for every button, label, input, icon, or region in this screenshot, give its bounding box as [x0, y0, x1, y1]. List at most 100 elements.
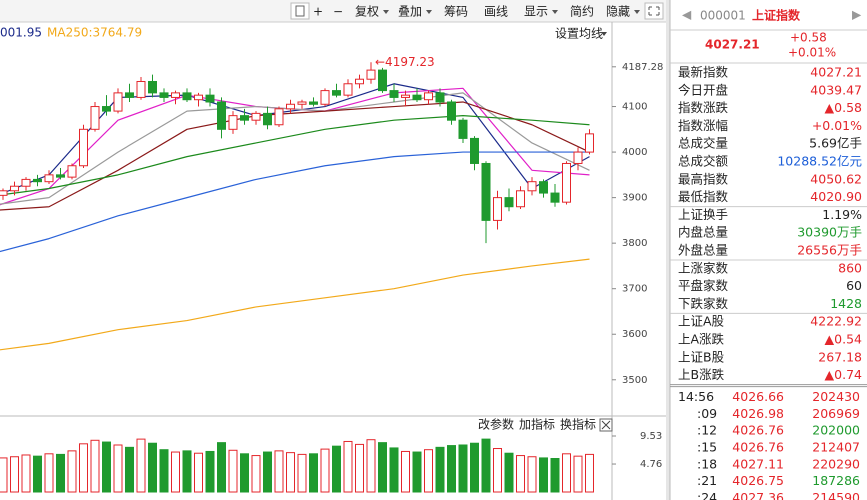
candle-body — [516, 190, 525, 208]
volume-bar — [21, 454, 31, 493]
trade-time: :15 — [697, 440, 717, 455]
volume-bar — [435, 446, 445, 493]
price-chart — [0, 62, 594, 351]
stat-label: 下跌家数 — [678, 296, 729, 311]
stat-value: 4050.62 — [810, 171, 862, 186]
stat-label: 指数涨跌 — [678, 100, 729, 115]
toolbar-button[interactable]: 显示 — [524, 5, 548, 19]
toolbar — [0, 0, 666, 22]
ma-settings[interactable]: 设置均线 — [555, 27, 603, 41]
volume-bar — [527, 456, 537, 493]
trade-price: 4026.76 — [732, 440, 784, 455]
stat-value: 4039.47 — [810, 82, 862, 97]
prev-arrow[interactable]: ◀ — [682, 8, 692, 22]
candle-body — [79, 128, 88, 167]
price: 4027.21 — [705, 38, 760, 52]
candle-body — [251, 112, 261, 121]
candle-body — [33, 178, 42, 183]
ma-line — [0, 258, 590, 351]
volume-bar — [504, 452, 514, 493]
dropdown-arrow — [552, 10, 558, 14]
candle-body — [585, 133, 594, 153]
stock-code: 000001 — [700, 9, 746, 23]
candle-body — [412, 94, 422, 101]
toolbar-button[interactable]: − — [333, 5, 343, 19]
volume-bar — [297, 453, 307, 493]
candle-body — [562, 162, 571, 203]
change: +0.58 — [790, 31, 827, 45]
volume-bar — [205, 450, 215, 493]
volume-bar — [10, 456, 19, 493]
trade-volume: 202000 — [812, 423, 860, 438]
candle-body — [343, 83, 353, 96]
trade-price: 4027.36 — [732, 490, 784, 500]
stat-value: 60 — [846, 278, 862, 293]
stat-label: 上涨家数 — [678, 260, 729, 275]
candle-body — [102, 106, 111, 112]
candle-body — [228, 115, 238, 130]
candle-body — [550, 192, 560, 203]
toolbar-button[interactable]: 复权 — [355, 5, 379, 19]
y-tick-label: 3600 — [622, 329, 647, 340]
next-arrow[interactable]: ▶ — [852, 8, 862, 22]
stat-label: 上证A股 — [678, 314, 725, 329]
candle-body — [159, 92, 169, 98]
volume-bar — [389, 447, 399, 493]
candle-body — [481, 162, 491, 221]
candle-body — [504, 197, 514, 208]
toolbar-button[interactable]: 叠加 — [398, 5, 422, 19]
toolbar-button[interactable]: 简约 — [570, 4, 594, 19]
candle-body — [0, 190, 8, 196]
indicator-button[interactable]: 加指标 — [519, 417, 555, 432]
candle-body — [309, 101, 318, 105]
volume-bar — [159, 449, 169, 493]
candle-body — [493, 197, 502, 221]
trade-volume: 212407 — [812, 440, 860, 455]
ma-line — [0, 151, 590, 253]
trade-price: 4026.75 — [732, 473, 784, 488]
candle-body — [148, 80, 157, 94]
stat-value: ▲0.58 — [825, 100, 862, 115]
close-icon — [601, 420, 611, 430]
fullscreen-button[interactable] — [644, 2, 664, 20]
splitter[interactable] — [666, 0, 670, 500]
volume-bar — [573, 455, 583, 493]
stat-label: 上B涨跌 — [678, 367, 725, 382]
volume-bar — [343, 440, 353, 493]
indicator-button[interactable]: 换指标 — [560, 417, 596, 432]
candle-body — [171, 92, 180, 98]
volume-bar — [56, 453, 65, 493]
candle-body — [194, 94, 203, 101]
candle-body — [263, 112, 272, 126]
volume-bar — [585, 453, 594, 493]
candle-body — [389, 90, 399, 98]
toolbar-button[interactable]: 筹码 — [444, 5, 468, 19]
toolbar-button[interactable]: 隐藏 — [606, 5, 630, 19]
indicator-button[interactable]: 改参数 — [478, 417, 514, 432]
volume-bar — [470, 442, 479, 493]
y-tick-label: 3500 — [622, 375, 647, 386]
dropdown-arrow — [383, 10, 389, 14]
trade-price: 4026.76 — [732, 423, 784, 438]
stat-value: ▲0.74 — [825, 367, 862, 382]
volume-bar — [148, 442, 157, 493]
candle-body — [90, 106, 100, 130]
toolbar-button[interactable]: + — [313, 5, 323, 19]
candle-body — [332, 90, 341, 96]
candle-body — [10, 185, 19, 192]
volume-bar — [516, 455, 525, 493]
icon-button[interactable] — [290, 2, 310, 20]
volume-bar — [67, 450, 77, 493]
toolbar-button[interactable]: 画线 — [484, 5, 508, 19]
candle-body — [573, 151, 583, 164]
y-tick-label: 4187.28 — [622, 62, 663, 73]
stat-value: 4020.90 — [810, 189, 862, 204]
stat-label: 上A涨跌 — [678, 332, 725, 347]
stat-label: 最低指数 — [678, 189, 729, 204]
trade-time: :24 — [697, 490, 717, 500]
trade-volume: 187286 — [812, 473, 860, 488]
volume-bar — [286, 452, 295, 493]
volume-bar — [79, 443, 88, 493]
stat-value: 4027.21 — [810, 65, 862, 80]
